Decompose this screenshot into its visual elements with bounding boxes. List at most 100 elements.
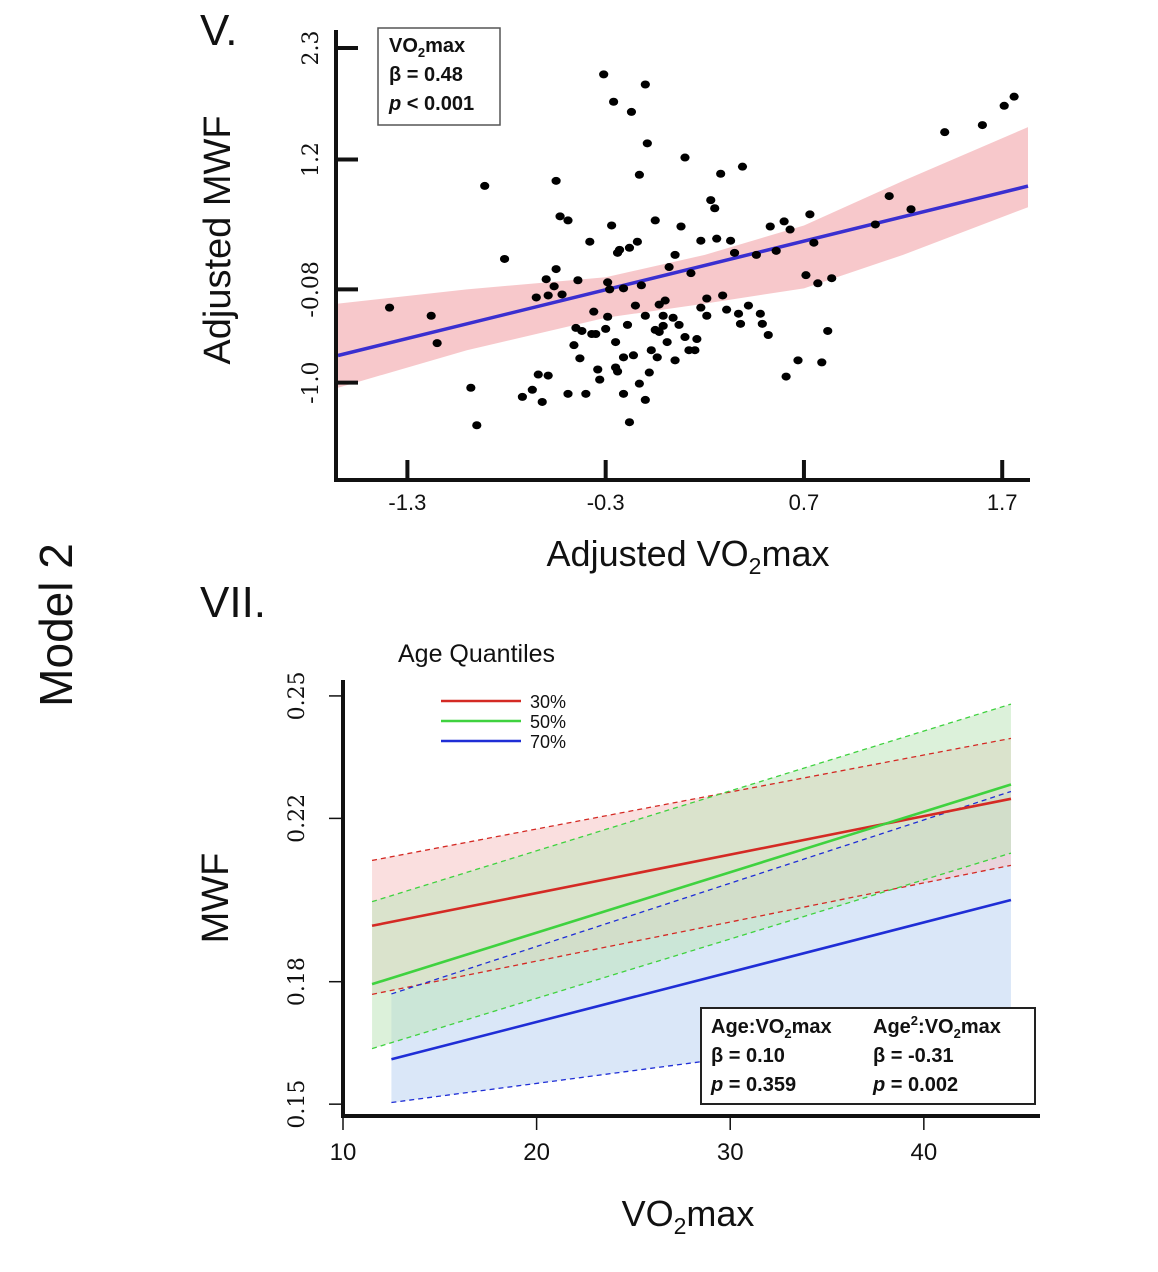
panel-v-data-point [765,222,775,231]
panel-v-data-point [658,311,668,320]
panel-v-data-point [809,238,819,247]
panel-v-data-point [680,153,690,162]
panel-v-data-point [664,263,674,272]
panel-v-data-point [589,307,599,316]
panel-vii-y-tick-label: 0.15 [285,1080,310,1129]
panel-v-x-tick-label: 0.7 [789,490,820,515]
panel-vii-label: VII. [200,578,266,627]
panel-v-data-point [676,222,686,231]
panel-vii-legend-title: Age Quantiles [398,640,555,668]
panel-v-data-point [432,339,442,348]
panel-v-data-point [710,204,720,213]
panel-v-data-point [595,375,605,384]
legend-label-50pct: 50% [530,712,566,732]
panel-v-data-point [735,319,746,328]
panel-vii-col2-title-sub: 2 [954,1026,961,1041]
panel-v-stats-p-value: < 0.001 [401,93,474,115]
panel-v-data-point [618,389,629,398]
panel-v-data-point [658,321,668,330]
panel-vii-stats-col2-beta: β = -0.31 [873,1045,954,1067]
panel-v-data-point [690,346,700,355]
side-label: Model 2 [30,543,82,707]
panel-vii-stats-box-frame [700,1007,1036,1105]
panel-v-data-point [696,236,706,245]
panel-v-data-point [581,389,591,398]
panel-vii-x-tick-label: 20 [523,1139,550,1166]
panel-v-y-axis-title: Adjusted MWF [197,115,239,364]
panel-v-data-point [499,254,510,263]
legend-label-70pct: 70% [530,732,566,752]
panel-v-data-point [646,346,656,355]
panel-vii-col2-title-a: Age [873,1016,911,1038]
lower-ci-30pct [371,864,1012,995]
panel-v-data-point [781,372,791,381]
panel-v-stats-box: VO2max β = 0.48 p < 0.001 [377,27,501,126]
panel-v-data-point [618,284,629,293]
mean-line-70pct [391,898,1012,1061]
mean-line-50pct [371,783,1012,986]
panel-v-data-point [650,216,660,225]
panel-v-stats-p: p < 0.001 [388,93,474,115]
legend-label-30pct: 30% [530,692,566,712]
panel-v-data-point [541,275,551,284]
panel-vii-stats-col1-p: p = 0.359 [710,1074,796,1096]
panel-v-data-point [817,358,827,367]
panel-v-x-title-end: max [761,533,829,574]
panel-vii-x-title-sub: 2 [674,1213,687,1239]
panel-v-stats-title: VO2max [389,35,465,60]
panel-v-data-point [640,395,650,404]
panel-v-data-point [569,341,579,350]
panel-vii-stats-col2-title: Age2:VO2max [873,1013,1001,1041]
panel-v-data-point [737,162,748,171]
panel-v-stats-title-main: VO [389,35,418,57]
panel-v-x-title-main: Adjusted VO [547,533,749,574]
panel-vii-col2-p-symbol: p [872,1074,885,1096]
panel-v-data-point [609,97,619,106]
panel-v-data-point [722,305,732,314]
panel-v-stats-title-sub: 2 [418,45,425,60]
panel-v-x-axis-title: Adjusted VO2max [547,533,830,579]
panel-v-data-point [654,327,664,336]
panel-vii-x-title-main: VO [622,1193,674,1234]
panel-v-data-point [716,169,726,178]
panel-v-y-tick-label: 2.3 [299,31,324,66]
panel-vii-ticks-layer: 10 20 30 40 0.15 0.18 0.22 0.25 [285,671,937,1166]
panel-v-data-point [551,265,561,274]
panel-vii-x-title-end: max [686,1193,754,1234]
panel-v-data-point [670,250,680,259]
panel-v-data-point [805,210,815,219]
panel-vii-stats-box: Age:VO2max β = 0.10 p = 0.359 Age2:VO2ma… [700,1007,1036,1105]
panel-vii-stats-col1-beta: β = 0.10 [711,1045,785,1067]
panel-v-data-point [686,269,696,278]
panel-v-data-point [622,320,633,329]
panel-v-data-point [706,196,716,205]
panel-vii-x-axis-title: VO2max [622,1193,755,1239]
panel-v-data-point [702,311,712,320]
panel-v-data-point [670,356,680,365]
panel-v-data-point [696,303,706,312]
panel-v-y-tick-label: -1.0 [299,361,324,403]
upper-ci-50pct [371,703,1012,903]
panel-v-data-point [384,303,395,312]
panel-v-data-point [601,324,611,333]
panel-v-x-tick-label: -0.3 [587,490,625,515]
panel-vii-x-tick-label: 30 [717,1139,744,1166]
panel-v-data-point [575,354,585,363]
panel-v-data-point [801,271,811,280]
panel-vii-y-tick-label: 0.18 [285,957,310,1006]
panel-v-data-point [755,309,765,318]
panel-v-data-point [870,220,880,229]
panel-v-data-point [644,368,654,377]
panel-v-data-point [614,245,625,254]
panel-v-data-point [827,274,837,283]
panel-v-data-point [640,311,650,320]
panel-vii-x-tick-label: 40 [910,1139,937,1166]
panel-v-data-point [692,335,702,344]
panel-v-data-point [771,246,781,255]
panel-v-data-point [906,205,916,214]
panel-v-data-point [751,250,761,259]
panel-v-data-point [531,293,541,302]
panel-v-points-layer [384,70,1019,430]
panel-v-ticks-layer: -1.3 -0.3 0.7 1.7 -1.0 -0.08 1.2 2.3 [299,31,1018,516]
panel-v-data-point [624,418,635,427]
